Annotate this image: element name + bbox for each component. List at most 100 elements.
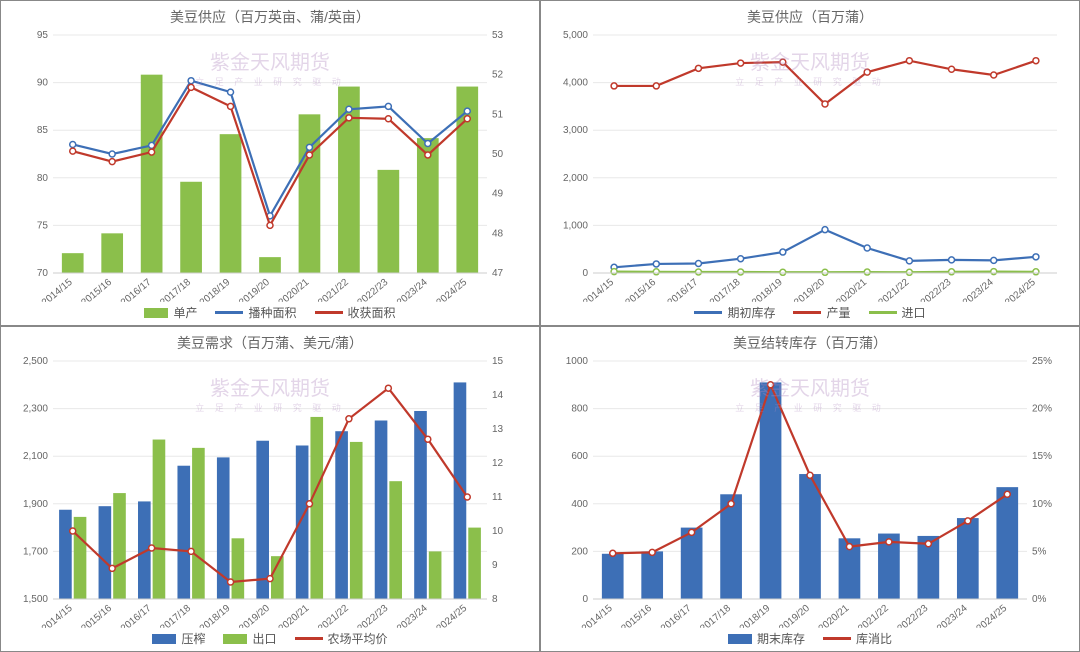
panel-bottom-left: 紫金天风期货立 足 产 业 研 究 驱 动 美豆需求（百万蒲、美元/蒲） 1,5…: [0, 326, 540, 652]
svg-text:1,000: 1,000: [563, 220, 588, 231]
svg-text:2,500: 2,500: [23, 356, 48, 367]
svg-text:200: 200: [571, 546, 588, 557]
svg-text:2024/25: 2024/25: [974, 603, 1009, 628]
svg-text:2019/20: 2019/20: [237, 277, 272, 302]
svg-text:75: 75: [37, 220, 49, 231]
chart-tr: 01,0002,0003,0004,0005,0002014/152015/16…: [551, 29, 1069, 302]
svg-text:1,700: 1,700: [23, 546, 48, 557]
svg-text:47: 47: [492, 268, 504, 279]
svg-text:25%: 25%: [1032, 356, 1052, 367]
svg-text:5%: 5%: [1032, 546, 1047, 557]
svg-text:1000: 1000: [566, 356, 589, 367]
chart-tl: 707580859095474849505152532014/152015/16…: [11, 29, 529, 302]
svg-text:2020/21: 2020/21: [834, 277, 869, 302]
svg-text:2020/21: 2020/21: [277, 603, 312, 628]
svg-text:20%: 20%: [1032, 404, 1052, 415]
svg-text:2018/19: 2018/19: [738, 603, 773, 628]
svg-text:2024/25: 2024/25: [434, 277, 469, 302]
svg-text:2018/19: 2018/19: [198, 277, 233, 302]
chart-title: 美豆供应（百万蒲）: [747, 7, 873, 27]
svg-text:2018/19: 2018/19: [198, 603, 233, 628]
svg-text:0: 0: [582, 268, 588, 279]
svg-text:2023/24: 2023/24: [961, 277, 996, 302]
panel-top-left: 紫金天风期货立 足 产 业 研 究 驱 动 美豆供应（百万英亩、蒲/英亩） 70…: [0, 0, 540, 326]
svg-text:1,500: 1,500: [23, 594, 48, 605]
svg-text:2017/18: 2017/18: [158, 277, 193, 302]
svg-text:2024/25: 2024/25: [434, 603, 469, 628]
svg-text:8: 8: [492, 594, 498, 605]
svg-text:600: 600: [571, 451, 588, 462]
legend-tl: 单产 播种面积 收获面积: [144, 304, 395, 321]
legend-item: 播种面积: [215, 304, 296, 321]
chart-title: 美豆需求（百万蒲、美元/蒲）: [177, 333, 363, 353]
panel-top-right: 紫金天风期货立 足 产 业 研 究 驱 动 美豆供应（百万蒲） 01,0002,…: [540, 0, 1080, 326]
svg-text:2015/16: 2015/16: [79, 277, 114, 302]
svg-text:2023/24: 2023/24: [935, 603, 970, 628]
legend-item: 出口: [223, 630, 276, 647]
svg-text:2017/18: 2017/18: [698, 603, 733, 628]
svg-text:1,900: 1,900: [23, 499, 48, 510]
svg-text:2021/22: 2021/22: [856, 603, 891, 628]
svg-text:48: 48: [492, 228, 504, 239]
svg-text:2024/25: 2024/25: [1003, 277, 1038, 302]
svg-text:50: 50: [492, 149, 504, 160]
svg-text:51: 51: [492, 109, 504, 120]
legend-item: 农场平均价: [295, 630, 388, 647]
svg-text:15%: 15%: [1032, 451, 1052, 462]
svg-text:400: 400: [571, 499, 588, 510]
svg-text:5,000: 5,000: [563, 30, 588, 41]
svg-text:10%: 10%: [1032, 499, 1052, 510]
legend-item: 单产: [144, 304, 197, 321]
svg-text:2017/18: 2017/18: [158, 603, 193, 628]
svg-text:70: 70: [37, 268, 49, 279]
svg-text:2,000: 2,000: [563, 173, 588, 184]
chart-bl: 1,5001,7001,9002,1002,3002,5008910111213…: [11, 355, 529, 628]
svg-text:2014/15: 2014/15: [580, 603, 615, 628]
svg-text:2020/21: 2020/21: [277, 277, 312, 302]
svg-text:49: 49: [492, 189, 504, 200]
svg-text:11: 11: [492, 492, 503, 503]
svg-text:2016/17: 2016/17: [119, 603, 154, 628]
svg-text:2022/23: 2022/23: [896, 603, 931, 628]
chart-title: 美豆供应（百万英亩、蒲/英亩）: [170, 7, 370, 27]
svg-text:2016/17: 2016/17: [119, 277, 154, 302]
svg-text:2,300: 2,300: [23, 404, 48, 415]
svg-text:2022/23: 2022/23: [356, 277, 391, 302]
svg-text:2018/19: 2018/19: [750, 277, 785, 302]
legend-item: 压榨: [152, 630, 205, 647]
svg-text:2014/15: 2014/15: [40, 603, 75, 628]
svg-text:0: 0: [582, 594, 588, 605]
svg-text:2016/17: 2016/17: [659, 603, 694, 628]
svg-text:2014/15: 2014/15: [581, 277, 616, 302]
svg-text:2019/20: 2019/20: [237, 603, 272, 628]
legend-item: 产量: [793, 304, 850, 321]
svg-text:2017/18: 2017/18: [708, 277, 743, 302]
svg-text:85: 85: [37, 125, 49, 136]
svg-text:2023/24: 2023/24: [395, 603, 430, 628]
legend-br: 期末库存库消比: [728, 630, 892, 647]
svg-text:2019/20: 2019/20: [792, 277, 827, 302]
legend-item: 期初库存: [694, 304, 775, 321]
svg-text:95: 95: [37, 30, 49, 41]
legend-bl: 压榨 出口 农场平均价: [152, 630, 387, 647]
svg-text:2020/21: 2020/21: [817, 603, 852, 628]
panel-bottom-right: 紫金天风期货立 足 产 业 研 究 驱 动 美豆结转库存（百万蒲） 020040…: [540, 326, 1080, 652]
legend-item: 期末库存: [728, 630, 805, 647]
svg-text:800: 800: [571, 404, 588, 415]
svg-text:12: 12: [492, 458, 504, 469]
svg-text:2016/17: 2016/17: [666, 277, 701, 302]
svg-text:52: 52: [492, 70, 504, 81]
legend-item: 进口: [869, 304, 926, 321]
svg-text:2021/22: 2021/22: [316, 603, 351, 628]
svg-text:2019/20: 2019/20: [777, 603, 812, 628]
svg-text:90: 90: [37, 78, 49, 89]
chart-title: 美豆结转库存（百万蒲）: [733, 333, 887, 353]
legend-item: 收获面积: [315, 304, 396, 321]
svg-text:2,100: 2,100: [23, 451, 48, 462]
svg-text:4,000: 4,000: [563, 78, 588, 89]
svg-text:2021/22: 2021/22: [877, 277, 912, 302]
svg-text:2014/15: 2014/15: [40, 277, 75, 302]
svg-text:2023/24: 2023/24: [395, 277, 430, 302]
legend-tr: 期初库存 产量 进口: [694, 304, 925, 321]
svg-text:2022/23: 2022/23: [919, 277, 954, 302]
